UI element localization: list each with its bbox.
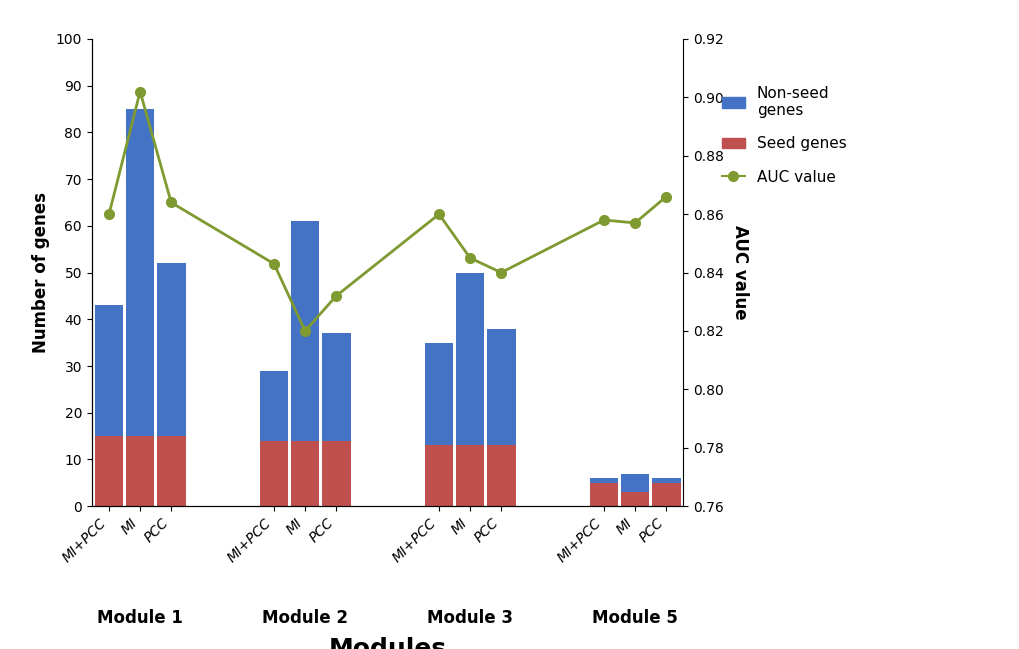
Bar (290, 221, 319, 441)
Bar (260, 441, 288, 506)
Text: Modules: Modules (328, 637, 446, 649)
Bar (125, 109, 154, 436)
Legend: Non-seed
genes, Seed genes, AUC value: Non-seed genes, Seed genes, AUC value (720, 86, 846, 184)
Bar (322, 441, 351, 506)
Bar (322, 334, 351, 441)
Bar (455, 445, 484, 506)
Bar (589, 478, 618, 483)
Bar (157, 436, 185, 506)
Bar (260, 371, 288, 441)
Text: Module 3: Module 3 (427, 609, 513, 627)
Text: Module 2: Module 2 (262, 609, 347, 627)
Bar (455, 273, 484, 445)
Bar (95, 436, 123, 506)
Text: Module 1: Module 1 (97, 609, 182, 627)
Bar (486, 445, 515, 506)
Bar (95, 305, 123, 436)
Bar (651, 478, 680, 483)
Bar (424, 445, 452, 506)
Bar (651, 483, 680, 506)
Bar (621, 474, 649, 492)
Y-axis label: Number of genes: Number of genes (33, 192, 50, 353)
Bar (125, 436, 154, 506)
Text: Module 5: Module 5 (592, 609, 678, 627)
Bar (424, 343, 452, 445)
Y-axis label: AUC value: AUC value (731, 225, 748, 320)
Bar (589, 483, 618, 506)
Bar (621, 492, 649, 506)
Bar (290, 441, 319, 506)
Bar (486, 328, 515, 445)
Bar (157, 263, 185, 436)
